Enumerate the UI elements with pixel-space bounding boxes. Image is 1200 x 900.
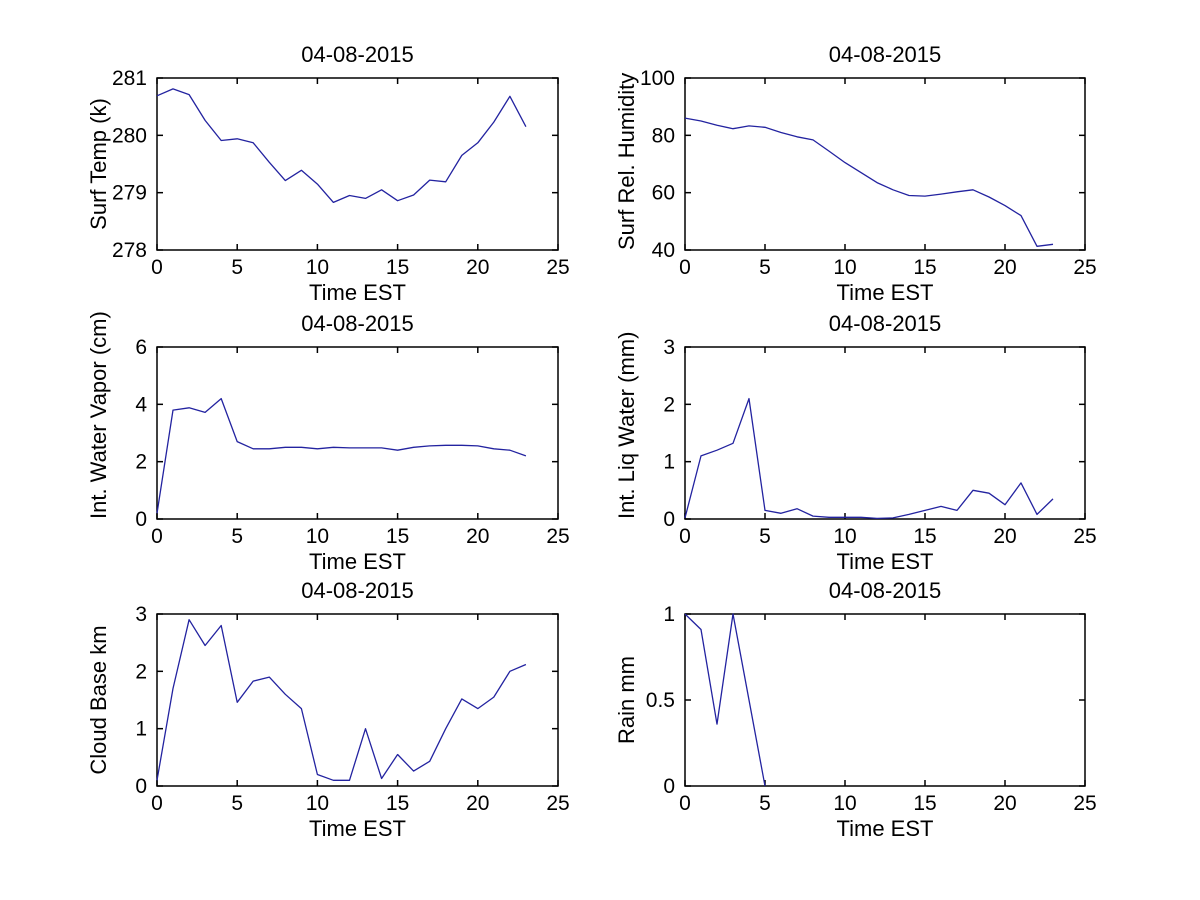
svg-text:280: 280 — [112, 124, 147, 147]
svg-text:15: 15 — [386, 525, 409, 548]
svg-text:0: 0 — [663, 775, 675, 798]
subplot-cloud-base: 04-08-2015 Cloud Base km 0 5 10 15 20 25 0 1 2 3 … — [86, 578, 570, 841]
x-axis-label: Time EST — [309, 816, 406, 841]
x-axis-label: Time EST — [836, 280, 934, 305]
svg-text:20: 20 — [466, 792, 489, 815]
svg-text:10: 10 — [833, 256, 856, 279]
svg-text:4: 4 — [135, 393, 147, 416]
svg-text:5: 5 — [231, 256, 243, 279]
svg-text:1: 1 — [663, 451, 675, 474]
svg-text:80: 80 — [652, 124, 675, 147]
svg-text:3: 3 — [663, 336, 675, 359]
x-axis-label: Time EST — [309, 280, 406, 305]
svg-text:1: 1 — [663, 603, 675, 626]
subplot-humidity: 04-08-2015 Surf Rel. Humidity 0 5 10 15 20 25… — [614, 42, 1097, 305]
svg-text:20: 20 — [993, 792, 1016, 815]
svg-text:6: 6 — [135, 336, 147, 359]
plot-area-rain: 0 5 10 15 20 25 0 0.5 1 — [646, 603, 1097, 815]
y-axis-label: Surf Rel. Humidity — [614, 72, 639, 250]
svg-text:0: 0 — [663, 508, 675, 531]
svg-text:20: 20 — [466, 256, 489, 279]
svg-text:5: 5 — [231, 792, 243, 815]
svg-text:279: 279 — [112, 182, 147, 205]
svg-text:5: 5 — [231, 525, 243, 548]
svg-text:100: 100 — [640, 67, 675, 90]
svg-text:20: 20 — [466, 525, 489, 548]
x-axis-label: Time EST — [836, 816, 934, 841]
svg-text:40: 40 — [652, 239, 675, 262]
subplot-title: 04-08-2015 — [301, 311, 414, 336]
subplot-rain: 04-08-2015 Rain mm 0 5 10 15 20 25 0 0.5 1 Time … — [614, 578, 1097, 841]
svg-text:10: 10 — [833, 792, 856, 815]
y-axis-label: Rain mm — [614, 656, 639, 745]
y-axis-label: Int. Water Vapor (cm) — [86, 311, 111, 519]
plot-area-humidity: 0 5 10 15 20 25 40 60 80 100 — [640, 67, 1097, 279]
svg-text:5: 5 — [759, 256, 771, 279]
svg-text:20: 20 — [993, 256, 1016, 279]
plot-area-cloud-base: 0 5 10 15 20 25 0 1 2 3 — [135, 603, 569, 815]
svg-text:3: 3 — [135, 603, 147, 626]
svg-text:15: 15 — [913, 525, 936, 548]
svg-text:0: 0 — [151, 525, 163, 548]
svg-text:278: 278 — [112, 239, 147, 262]
svg-text:25: 25 — [1073, 256, 1096, 279]
subplot-title: 04-08-2015 — [301, 42, 414, 67]
svg-text:20: 20 — [993, 525, 1016, 548]
svg-text:25: 25 — [546, 256, 569, 279]
svg-text:0: 0 — [679, 525, 691, 548]
subplot-title: 04-08-2015 — [828, 578, 942, 603]
subplot-liq-water: 04-08-2015 Int. Liq Water (mm) 0 5 10 15 20 2… — [614, 311, 1097, 574]
svg-text:0: 0 — [679, 256, 691, 279]
svg-text:15: 15 — [386, 792, 409, 815]
x-axis-label: Time EST — [309, 549, 406, 574]
svg-text:0: 0 — [135, 508, 147, 531]
x-axis-label: Time EST — [836, 549, 934, 574]
svg-text:1: 1 — [135, 718, 147, 741]
svg-text:0: 0 — [151, 792, 163, 815]
svg-text:281: 281 — [112, 67, 147, 90]
svg-text:25: 25 — [546, 792, 569, 815]
svg-text:5: 5 — [759, 525, 771, 548]
svg-text:10: 10 — [306, 256, 329, 279]
y-axis-label: Cloud Base km — [86, 625, 111, 775]
plot-area-liq-water: 0 5 10 15 20 25 0 1 2 3 — [663, 336, 1096, 548]
svg-text:0.5: 0.5 — [646, 689, 675, 712]
svg-text:25: 25 — [1073, 525, 1096, 548]
subplot-title: 04-08-2015 — [828, 42, 942, 67]
svg-text:15: 15 — [386, 256, 409, 279]
subplot-water-vapor: 04-08-2015 Int. Water Vapor (cm) 0 5 10 15 2… — [86, 311, 570, 574]
svg-text:15: 15 — [913, 792, 936, 815]
svg-text:10: 10 — [833, 525, 856, 548]
svg-text:0: 0 — [135, 775, 147, 798]
svg-text:15: 15 — [913, 256, 936, 279]
subplot-surf-temp: 04-08-2015 Surf Temp (k) 0 5 10 15 20 25 278 27… — [86, 42, 570, 305]
plot-area-surf-temp: 0 5 10 15 20 25 278 279 280 281 — [112, 67, 570, 279]
svg-text:10: 10 — [306, 525, 329, 548]
subplot-title: 04-08-2015 — [301, 578, 414, 603]
svg-text:2: 2 — [135, 451, 147, 474]
svg-text:10: 10 — [306, 792, 329, 815]
svg-text:2: 2 — [663, 393, 675, 416]
svg-text:60: 60 — [652, 182, 675, 205]
svg-text:0: 0 — [151, 256, 163, 279]
plot-area-water-vapor: 0 5 10 15 20 25 0 2 4 6 — [135, 336, 569, 548]
y-axis-label: Int. Liq Water (mm) — [614, 331, 639, 519]
y-axis-label: Surf Temp (k) — [86, 98, 111, 230]
svg-text:2: 2 — [135, 660, 147, 683]
svg-text:25: 25 — [546, 525, 569, 548]
svg-text:0: 0 — [679, 792, 691, 815]
svg-text:5: 5 — [759, 792, 771, 815]
svg-text:25: 25 — [1073, 792, 1096, 815]
subplot-title: 04-08-2015 — [828, 311, 942, 336]
